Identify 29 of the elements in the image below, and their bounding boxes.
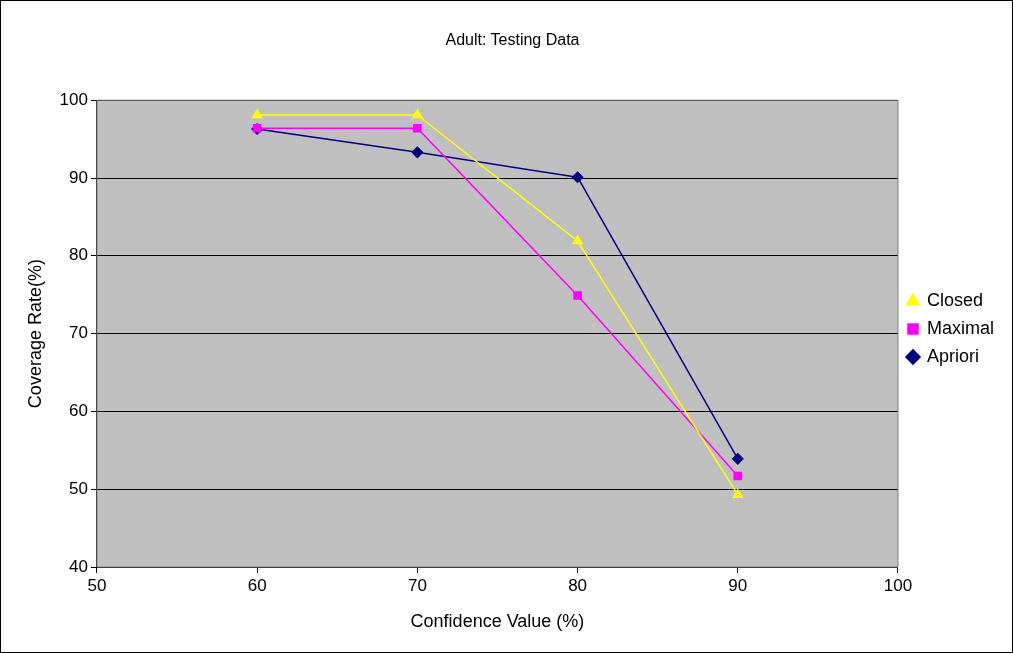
y-tick-label: 70 bbox=[69, 323, 88, 343]
y-tick-label: 50 bbox=[69, 478, 88, 498]
x-tick-label: 90 bbox=[728, 575, 748, 595]
point bbox=[573, 291, 582, 300]
x-tick-label: 100 bbox=[883, 575, 913, 595]
legend-label: Apriori bbox=[926, 345, 980, 366]
y-tick-label: 80 bbox=[69, 245, 88, 265]
y-axis-title: Coverage Rate(%) bbox=[24, 259, 45, 409]
y-tick-label: 90 bbox=[69, 167, 88, 187]
point bbox=[572, 235, 583, 245]
legend-label: Maximal bbox=[926, 317, 995, 338]
point bbox=[413, 123, 422, 133]
x-tick-label: 50 bbox=[87, 575, 107, 595]
legend-label: Closed bbox=[926, 289, 984, 310]
chart-title: Adult: Testing Data bbox=[445, 31, 580, 49]
point bbox=[733, 471, 743, 481]
point bbox=[571, 171, 584, 183]
point bbox=[412, 109, 423, 119]
point bbox=[732, 453, 744, 465]
point bbox=[411, 146, 424, 159]
y-tick-label: 100 bbox=[59, 89, 88, 109]
y-tick-label: 60 bbox=[69, 401, 88, 421]
x-axis-title: Confidence Value (%) bbox=[410, 611, 585, 632]
point bbox=[732, 488, 743, 498]
point bbox=[252, 109, 263, 119]
y-tick-label: 40 bbox=[69, 556, 88, 576]
x-tick-label: 70 bbox=[407, 575, 427, 595]
x-tick-label: 60 bbox=[247, 575, 267, 595]
x-tick-label: 80 bbox=[568, 575, 588, 595]
